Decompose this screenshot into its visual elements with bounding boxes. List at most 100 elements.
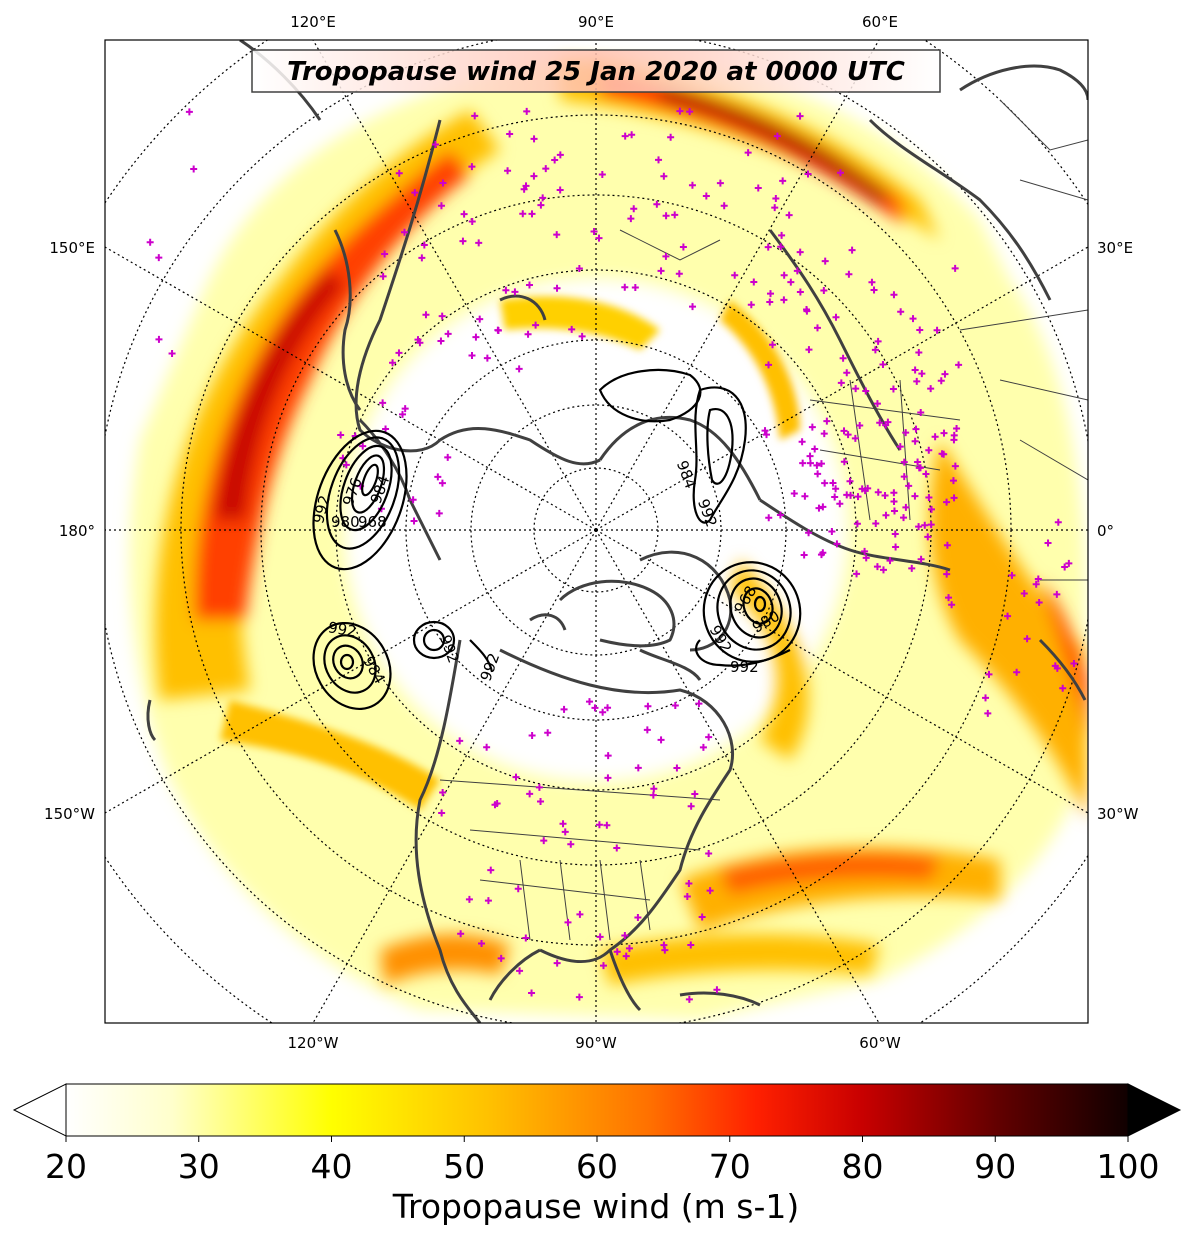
station-marker	[585, 698, 593, 706]
map-area: 992 976 984 980 968 992 984 992 992 984 …	[105, 40, 1088, 1023]
station-marker	[833, 540, 841, 548]
station-marker	[457, 930, 465, 938]
station-marker	[530, 172, 538, 180]
station-marker	[750, 278, 758, 286]
station-marker	[1035, 599, 1043, 607]
station-marker	[497, 954, 505, 962]
station-marker	[539, 194, 547, 202]
station-marker	[874, 337, 882, 345]
station-marker	[685, 880, 693, 888]
station-marker	[465, 895, 473, 903]
station-marker	[591, 704, 599, 712]
station-marker	[820, 287, 828, 295]
station-marker	[840, 427, 848, 435]
station-marker	[799, 459, 807, 467]
station-marker	[410, 517, 418, 525]
station-marker	[916, 464, 924, 472]
station-marker	[873, 400, 881, 408]
station-marker	[731, 271, 739, 279]
station-marker	[916, 326, 924, 334]
station-marker	[511, 288, 519, 296]
station-marker	[382, 425, 390, 433]
station-marker	[705, 733, 713, 741]
station-marker	[438, 312, 446, 320]
station-marker	[953, 425, 961, 433]
station-marker	[943, 570, 951, 578]
station-marker	[796, 248, 804, 256]
station-marker	[483, 743, 491, 751]
station-marker	[892, 543, 900, 551]
station-marker	[418, 254, 426, 262]
station-marker	[522, 934, 530, 942]
station-marker	[941, 370, 949, 378]
lon-label-left: 150°W	[44, 805, 95, 823]
station-marker	[911, 366, 919, 374]
station-marker	[943, 498, 951, 506]
station-marker	[780, 296, 788, 304]
station-marker	[687, 802, 695, 810]
lon-label-top: 90°E	[578, 13, 614, 31]
station-marker	[493, 800, 501, 808]
station-marker	[595, 234, 603, 242]
station-marker	[535, 783, 543, 791]
station-marker	[516, 967, 524, 975]
station-marker	[829, 479, 837, 487]
station-marker	[922, 470, 930, 478]
station-marker	[660, 172, 668, 180]
station-marker	[839, 354, 847, 362]
station-marker	[873, 563, 881, 571]
station-marker	[568, 325, 576, 333]
station-marker	[439, 788, 447, 796]
station-marker	[882, 511, 890, 519]
station-marker	[522, 182, 530, 190]
station-marker	[852, 385, 860, 393]
station-marker	[1053, 590, 1061, 598]
station-marker	[575, 264, 583, 272]
station-marker	[831, 493, 839, 501]
station-marker	[890, 507, 898, 515]
station-marker	[673, 764, 681, 772]
station-marker	[532, 321, 540, 329]
station-marker	[395, 349, 403, 357]
station-marker	[576, 910, 584, 918]
station-marker	[409, 496, 417, 504]
station-marker	[661, 946, 669, 954]
station-marker	[613, 844, 621, 852]
station-marker	[846, 477, 854, 485]
station-marker	[561, 828, 569, 836]
station-marker	[1023, 635, 1031, 643]
station-marker	[706, 887, 714, 895]
station-marker	[800, 551, 808, 559]
station-marker	[1032, 580, 1040, 588]
station-marker	[621, 931, 629, 939]
contour-low-pacific-south	[312, 621, 392, 711]
station-marker	[630, 205, 638, 213]
station-marker	[512, 773, 520, 781]
station-marker	[438, 479, 446, 487]
station-marker	[634, 764, 642, 772]
station-marker	[819, 549, 827, 557]
colorbar-label: Tropopause wind (m s-1)	[392, 1187, 800, 1226]
station-marker	[1044, 539, 1052, 547]
station-marker	[805, 529, 813, 537]
station-marker	[494, 326, 502, 334]
station-marker	[913, 377, 921, 385]
station-marker	[862, 554, 870, 562]
contour-low-pacific-north	[312, 429, 408, 571]
wind-field	[130, 60, 1088, 1020]
station-marker	[342, 461, 350, 469]
station-marker	[528, 989, 536, 997]
station-marker	[542, 165, 550, 173]
station-marker	[662, 252, 670, 260]
pressure-contours	[312, 368, 802, 711]
station-marker	[476, 315, 484, 323]
station-marker	[590, 228, 598, 236]
station-marker	[772, 194, 780, 202]
station-marker	[902, 429, 910, 437]
station-marker	[537, 201, 545, 209]
station-marker	[837, 379, 845, 387]
station-marker	[819, 503, 827, 511]
station-marker	[459, 237, 467, 245]
station-marker	[915, 523, 923, 531]
station-marker	[918, 370, 926, 378]
